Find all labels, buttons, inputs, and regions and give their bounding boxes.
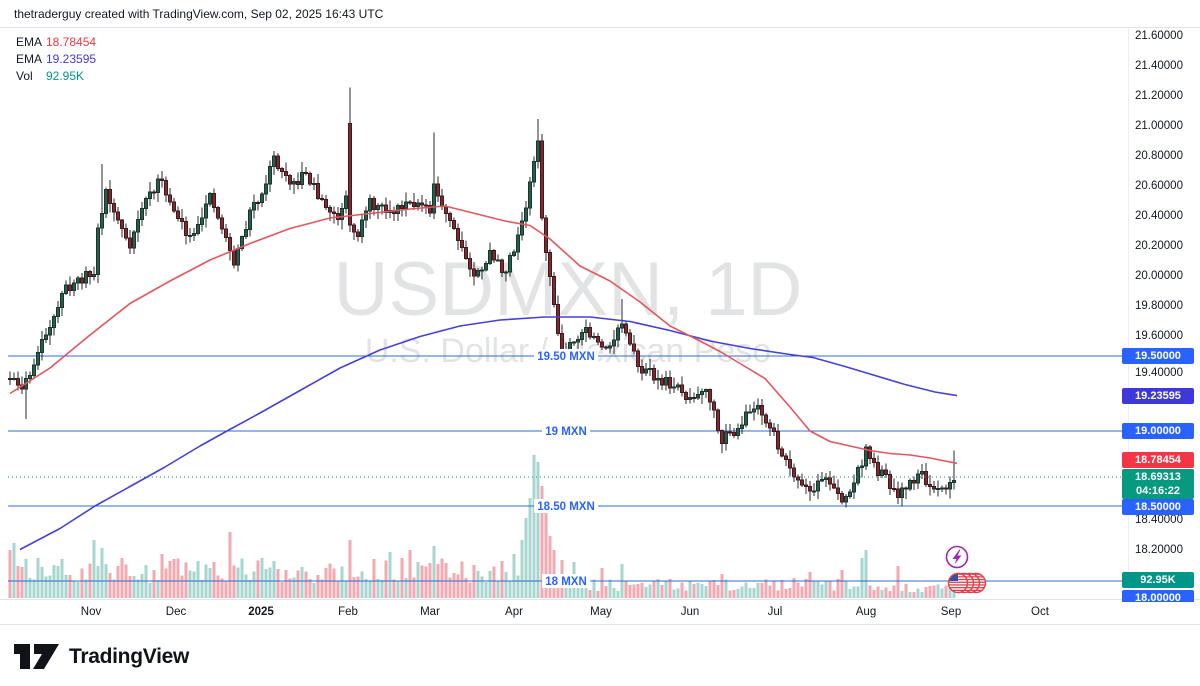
legend-value: 92.95K — [46, 68, 85, 83]
price-badge: 19.50000 — [1122, 348, 1194, 364]
price-badge: 19.23595 — [1122, 388, 1194, 404]
price-scale-separator — [1128, 28, 1129, 599]
price-label: 18.40000 — [1135, 514, 1183, 526]
price-badge: 18.00000 — [1122, 590, 1194, 602]
tradingview-logo-mark — [14, 644, 59, 669]
legend-label: Vol — [16, 68, 33, 83]
legend-row-ema[interactable]: EMA 18.78454 — [16, 33, 96, 50]
price-label: 19.40000 — [1135, 367, 1183, 379]
price-label: 20.40000 — [1135, 210, 1183, 222]
month-label: Dec — [165, 606, 187, 618]
month-label: May — [590, 606, 612, 618]
price-level-labels: 19.50 MXN 19 MXN 18.50 MXN 18 MXN — [534, 349, 598, 588]
price-label: 20.60000 — [1135, 180, 1183, 192]
legend-label: EMA — [16, 34, 43, 49]
price-label: 18.20000 — [1135, 544, 1183, 556]
price-label: 20.80000 — [1135, 150, 1183, 162]
month-label: Apr — [505, 606, 523, 618]
legend-label: EMA — [16, 51, 43, 66]
price-label: 19.60000 — [1135, 330, 1183, 342]
price-badge: 18.69313 04:16:22 — [1122, 469, 1194, 499]
price-badges-layer: 19.50000 19.23595 19.00000 18.78454 18.69313… — [1120, 28, 1200, 602]
time-axis[interactable]: Nov Dec 2025 Feb Mar Apr May Jun Jul Aug Sep Oct — [0, 599, 1200, 625]
svg-text:USDMXN, 1D: USDMXN, 1D — [334, 247, 803, 332]
price-label: 20.00000 — [1135, 270, 1183, 282]
month-label: Jul — [767, 606, 783, 618]
month-label: Feb — [338, 606, 358, 618]
svg-text:19 MXN: 19 MXN — [545, 426, 587, 438]
price-label: 21.40000 — [1135, 60, 1183, 72]
svg-text:18 MXN: 18 MXN — [545, 576, 587, 588]
price-badge: 19.00000 — [1122, 423, 1194, 439]
month-label: Mar — [420, 606, 440, 618]
month-label: Jun — [680, 606, 700, 618]
price-badge: 18.50000 — [1122, 499, 1194, 515]
candlestick-series — [8, 87, 956, 508]
month-label: 2025 — [248, 606, 274, 618]
svg-text:19.50 MXN: 19.50 MXN — [537, 351, 595, 363]
month-label: Oct — [1031, 606, 1049, 618]
month-label: Aug — [855, 606, 877, 618]
month-label: Nov — [80, 606, 102, 618]
ema-fast-line[interactable] — [9, 205, 958, 465]
tradingview-logo-text: TradingView — [69, 645, 190, 668]
legend-value: 19.23595 — [46, 51, 97, 66]
price-label: 19.80000 — [1135, 300, 1183, 312]
us-flag-stack-icon[interactable] — [947, 572, 987, 594]
attribution-text: thetraderguy created with TradingView.co… — [0, 0, 1200, 28]
price-badge: 18.78454 — [1122, 452, 1194, 468]
legend-row-vol[interactable]: Vol 92.95K — [16, 67, 96, 84]
price-label: 21.20000 — [1135, 90, 1183, 102]
price-label: 20.20000 — [1135, 240, 1183, 252]
flash-icon[interactable] — [945, 545, 969, 569]
price-label: 21.60000 — [1135, 30, 1183, 42]
month-label: Sep — [940, 606, 962, 618]
volume-series — [8, 455, 956, 598]
legend-row-ema[interactable]: EMA 19.23595 — [16, 50, 96, 67]
price-badge: 92.95K — [1122, 572, 1194, 588]
svg-text:18.50 MXN: 18.50 MXN — [537, 501, 595, 513]
chart-canvas[interactable]: USDMXN, 1DU.S. Dollar / Mexican Peso19.5… — [0, 28, 1200, 599]
tradingview-logo[interactable]: TradingView — [14, 644, 189, 670]
price-label: 21.00000 — [1135, 120, 1183, 132]
ema-slow-line[interactable] — [19, 316, 958, 551]
indicator-legend: EMA 18.78454 EMA 19.23595 Vol 92.95K — [16, 33, 96, 84]
legend-value: 18.78454 — [46, 34, 97, 49]
price-scale[interactable]: 21.60000 21.40000 21.20000 21.00000 20.80000… — [1128, 28, 1200, 599]
